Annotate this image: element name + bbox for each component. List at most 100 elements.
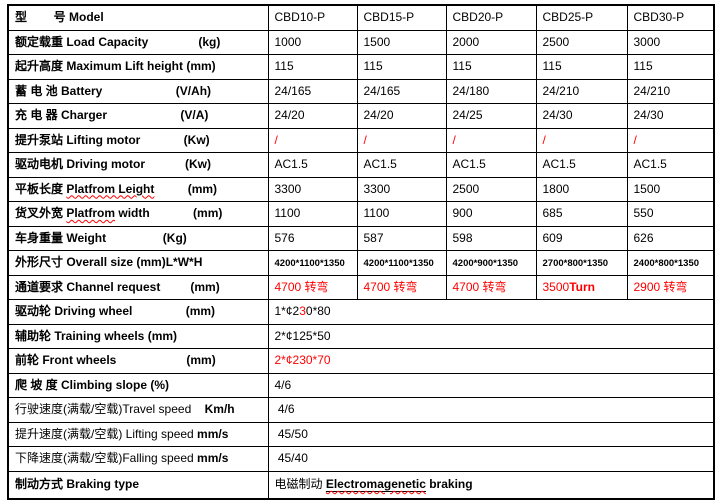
spec-value-cell: 115	[535, 54, 628, 80]
text-segment: 2*¢230*70	[274, 353, 331, 368]
spec-label-cell: 前轮 Front wheels (mm)	[7, 348, 269, 374]
table-row: 驱动轮 Driving wheel (mm) 1*¢230*80	[7, 299, 715, 325]
text-segment: mm/s	[197, 426, 229, 441]
text-segment: Platfrom	[66, 206, 116, 221]
spec-value-cell: 115	[267, 54, 358, 80]
table-row: 蓄 电 池 Battery (V/Ah) 24/165 24/165 24/180 24…	[7, 78, 715, 104]
text-segment: /	[452, 132, 456, 147]
table-row: 车身重量 Weight (Kg) 576 587 598 609 626	[7, 225, 715, 251]
underlined-misspelled-word: Electromagenetic	[325, 476, 426, 492]
spec-value-cell: 24/165	[356, 78, 447, 104]
spec-value-cell: AC1.5	[356, 152, 447, 178]
table-row: 前轮 Front wheels (mm) 2*¢230*70	[7, 348, 715, 374]
spec-value-cell: 2700*800*1350	[535, 250, 628, 276]
text-segment: /	[274, 132, 278, 147]
text-segment: 行驶速度(满载/空载)Travel speed	[15, 402, 192, 417]
spec-label-cell: 平板长度 Platfrom Leight (mm)	[7, 176, 269, 202]
spec-value-cell: 3000	[626, 29, 715, 55]
text-segment: 4700 转弯	[363, 279, 418, 294]
spec-value-cell-spanning: 电磁制动 Electromagenetic braking	[267, 470, 715, 499]
spec-value-cell: 1100	[356, 201, 447, 227]
text-segment: 辅助轮 Training wheels (mm)	[15, 328, 178, 343]
spec-value-cell-spanning: 45/40	[267, 446, 715, 472]
text-segment: 驱动电机 Driving motor (Kw)	[15, 157, 212, 172]
text-segment: 45/50	[274, 426, 308, 441]
table-row: 型 号 Model CBD10-P CBD15-P CBD20-P CBD25-P CBD…	[7, 4, 715, 31]
text-segment: 2700*800*1350	[542, 258, 609, 270]
spec-value-cell-spanning: 2*¢230*70	[267, 348, 715, 374]
table-row: 辅助轮 Training wheels (mm) 2*¢125*50	[7, 323, 715, 349]
table-row: 货叉外宽 Platfrom width (mm) 1100 1100 900 685 55…	[7, 201, 715, 227]
text-segment: 3500	[542, 279, 570, 294]
text-segment: 4/6	[274, 377, 292, 392]
text-segment: 4700 转弯	[274, 279, 329, 294]
table-row: 驱动电机 Driving motor (Kw) AC1.5 AC1.5 AC1.5 AC…	[7, 152, 715, 178]
spec-value-cell: 2900 转弯	[626, 274, 715, 300]
table-row: 制动方式 Braking type 电磁制动 Electromagenetic b…	[7, 470, 715, 499]
text-segment: 下降速度(满载/空载)Falling speed	[15, 451, 198, 466]
text-segment: mm/s	[197, 451, 229, 466]
spec-label-cell: 车身重量 Weight (Kg)	[7, 225, 269, 251]
spec-value-cell: 4700 转弯	[445, 274, 537, 300]
spec-value-cell: 626	[626, 225, 715, 251]
spec-value-cell: 2400*800*1350	[626, 250, 715, 276]
spec-label-cell: 驱动轮 Driving wheel (mm)	[7, 299, 269, 325]
spec-value-cell: 24/20	[356, 103, 447, 129]
text-segment: 外形尺寸 Overall size (mm)L*W*H	[15, 255, 203, 270]
spec-value-cell: 24/180	[445, 78, 537, 104]
text-segment: 驱动轮 Driving wheel (mm)	[15, 304, 216, 319]
spec-value-cell: 3300	[356, 176, 447, 202]
spec-value-cell: 900	[445, 201, 537, 227]
spec-value-cell: 587	[356, 225, 447, 251]
specification-table-body: 型 号 Model CBD10-P CBD15-P CBD20-P CBD25-P CBD…	[7, 4, 715, 499]
text-segment: 1*¢2	[274, 304, 300, 319]
spec-value-cell: 3500Turn	[535, 274, 628, 300]
table-row: 提升泵站 Lifting motor (Kw) / / / / /	[7, 127, 715, 153]
spec-value-cell: 3300	[267, 176, 358, 202]
spec-value-cell: AC1.5	[626, 152, 715, 178]
spec-value-cell: 24/165	[267, 78, 358, 104]
spec-label-cell: 驱动电机 Driving motor (Kw)	[7, 152, 269, 178]
spec-value-cell: /	[535, 127, 628, 153]
spec-value-cell: /	[626, 127, 715, 153]
spec-value-cell: 115	[356, 54, 447, 80]
spec-value-cell: CBD25-P	[535, 4, 628, 31]
text-segment: 通道要求 Channel request (mm)	[15, 279, 220, 294]
spec-value-cell: 685	[535, 201, 628, 227]
spec-value-cell: 24/210	[626, 78, 715, 104]
text-segment: 电磁制动	[274, 476, 326, 491]
spec-value-cell: 115	[445, 54, 537, 80]
text-segment: 蓄 电 池 Battery (V/Ah)	[15, 83, 212, 98]
spec-value-cell: /	[356, 127, 447, 153]
text-segment: 4700 转弯	[452, 279, 507, 294]
spec-value-cell: 1100	[267, 201, 358, 227]
spec-value-cell-spanning: 1*¢230*80	[267, 299, 715, 325]
spec-label-cell: 充 电 器 Charger (V/A)	[7, 103, 269, 129]
text-segment: 额定载重 Load Capacity (kg)	[15, 34, 221, 49]
spec-label-cell: 额定载重 Load Capacity (kg)	[7, 29, 269, 55]
text-segment: Km/h	[204, 402, 235, 417]
text-segment: 起升高度 Maximum Lift height (mm)	[15, 59, 216, 74]
specification-table: 型 号 Model CBD10-P CBD15-P CBD20-P CBD25-P CBD…	[7, 4, 715, 500]
spec-value-cell-spanning: 4/6	[267, 372, 715, 398]
spec-value-cell: 609	[535, 225, 628, 251]
spec-value-cell: 1800	[535, 176, 628, 202]
text-segment: 平板长度	[15, 181, 67, 196]
text-segment: 4/6	[274, 402, 295, 417]
text-segment: 车身重量 Weight (Kg)	[15, 230, 187, 245]
spec-label-cell: 行驶速度(满载/空载)Travel speed Km/h	[7, 397, 269, 423]
text-segment: 4200*1100*1350	[274, 258, 345, 270]
spec-value-cell: 4200*1100*1350	[267, 250, 358, 276]
spec-value-cell: 2500	[445, 176, 537, 202]
spec-value-cell: AC1.5	[267, 152, 358, 178]
spec-value-cell: 1000	[267, 29, 358, 55]
spec-value-cell: 24/30	[535, 103, 628, 129]
text-segment: 爬 坡 度 Climbing slope (%)	[15, 377, 170, 392]
text-segment: 提升泵站 Lifting motor (Kw)	[15, 132, 210, 147]
spec-value-cell: 115	[626, 54, 715, 80]
spec-value-cell: /	[445, 127, 537, 153]
spec-label-cell: 通道要求 Channel request (mm)	[7, 274, 269, 300]
text-segment: width	[115, 206, 150, 221]
spec-value-cell-spanning: 4/6	[267, 397, 715, 423]
text-segment: 2900 转弯	[633, 279, 688, 294]
